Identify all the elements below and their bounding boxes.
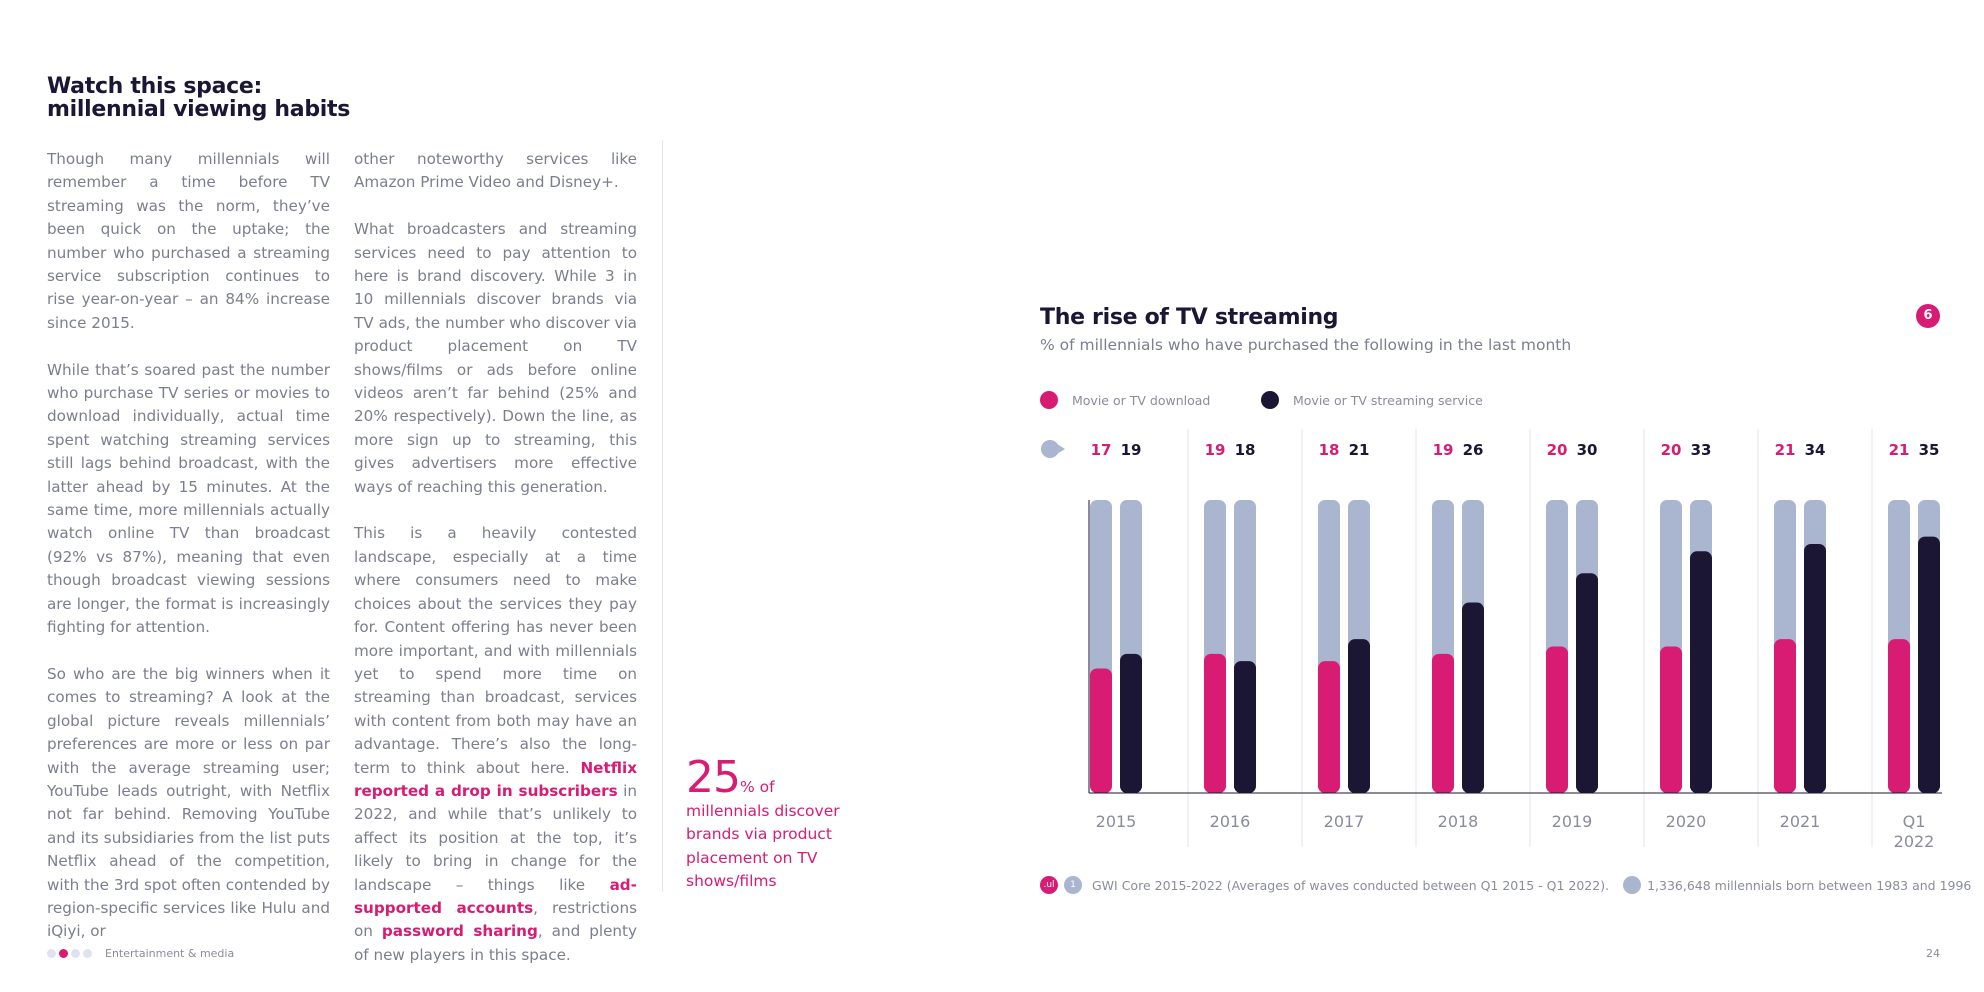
- legend-label: Movie or TV streaming service: [1293, 392, 1483, 408]
- paragraph: What broadcasters and streaming services…: [354, 220, 637, 496]
- value-label: 30: [1577, 441, 1598, 459]
- bar-download: [1318, 661, 1340, 793]
- paragraph: Though many millennials will remember a …: [47, 150, 330, 332]
- value-label: 17: [1091, 441, 1112, 459]
- header-arrow-icon: [1041, 440, 1059, 458]
- bar-download: [1774, 639, 1796, 793]
- value-label: 21: [1349, 441, 1370, 459]
- x-tick-label: 2019: [1552, 812, 1593, 831]
- paragraph-text: , and plenty of new players in this spac…: [354, 922, 637, 964]
- stat-unit: % of: [740, 778, 775, 796]
- x-tick-label: 2018: [1438, 812, 1479, 831]
- value-label: 33: [1691, 441, 1712, 459]
- value-label: 19: [1205, 441, 1226, 459]
- value-label: 26: [1463, 441, 1484, 459]
- x-tick-label: 2020: [1666, 812, 1707, 831]
- bar-streaming: [1804, 543, 1826, 793]
- value-label: 20: [1661, 441, 1682, 459]
- heading-line-1: Watch this space:: [47, 74, 263, 99]
- header-arrow-icon: [1057, 444, 1065, 454]
- x-tick-label: 2021: [1780, 812, 1821, 831]
- paragraph: other noteworthy services like Amazon Pr…: [354, 150, 637, 192]
- bar-download: [1546, 646, 1568, 793]
- value-label: 21: [1775, 441, 1796, 459]
- people-icon: [1623, 876, 1642, 894]
- paragraph-text: , restrictions on: [354, 898, 637, 941]
- info-icon: 1: [1064, 876, 1082, 894]
- page-heading: Watch this space: millennial viewing hab…: [47, 75, 350, 121]
- paragraph: While that’s soared past the number who …: [47, 360, 330, 637]
- x-tick-label: 2015: [1096, 812, 1137, 831]
- bar-download: [1888, 639, 1910, 793]
- legend-label: Movie or TV download: [1072, 392, 1211, 408]
- footer: Entertainment & media: [47, 947, 234, 960]
- bar-download: [1432, 653, 1454, 793]
- ad-supported-accounts-link[interactable]: ad-supported accounts: [354, 875, 637, 917]
- paragraph: This is a heavily contested landscape, e…: [354, 522, 637, 967]
- chart-subtitle: % of millennials who have purchased the …: [1040, 336, 1572, 354]
- bar-streaming: [1576, 573, 1598, 793]
- paragraph-text: in 2022, and while that’s unlikely to af…: [354, 781, 637, 894]
- bar-streaming: [1462, 602, 1484, 793]
- page-dot[interactable]: [83, 949, 92, 958]
- column-divider: [662, 140, 663, 892]
- source-text: GWI Core 2015-2022 (Averages of waves co…: [1092, 877, 1610, 893]
- legend-dot-pink-icon: [1040, 391, 1058, 409]
- footer-section: Entertainment & media: [105, 947, 235, 960]
- bar-download: [1090, 668, 1112, 793]
- chart-number-badge: 6: [1916, 304, 1940, 328]
- x-tick-label: 2022: [1894, 832, 1935, 851]
- password-sharing-link[interactable]: password sharing: [381, 922, 538, 941]
- value-label: 19: [1121, 441, 1142, 459]
- value-label: 35: [1919, 441, 1940, 459]
- bar-streaming: [1120, 653, 1142, 793]
- paragraph-text: This is a heavily contested landscape, e…: [354, 524, 637, 777]
- chart-source: .ul 1 GWI Core 2015-2022 (Averages of wa…: [1040, 875, 1971, 895]
- article-column-1: Though many millennials will remember a …: [47, 148, 330, 967]
- paragraph: So who are the big winners when it comes…: [47, 664, 330, 941]
- bar-streaming: [1918, 536, 1940, 793]
- value-label: 34: [1805, 441, 1826, 459]
- stat-number: 25: [686, 752, 741, 803]
- legend-item-download: Movie or TV download: [1040, 390, 1210, 410]
- value-label: 20: [1547, 441, 1568, 459]
- page-number: 24: [1926, 947, 1940, 960]
- page-dot-active[interactable]: [59, 949, 68, 958]
- article-column-2: other noteworthy services like Amazon Pr…: [354, 148, 637, 991]
- bar-streaming: [1234, 661, 1256, 793]
- legend-dot-navy-icon: [1261, 391, 1279, 409]
- legend-item-streaming: Movie or TV streaming service: [1261, 390, 1483, 410]
- bar-download: [1204, 653, 1226, 793]
- bar-chart: 17 19 2015 19 18 2016 18 21 2017 19 26 2018 20 30 2019…: [1041, 429, 1942, 851]
- x-tick-label: 2016: [1210, 812, 1251, 831]
- chart-title: The rise of TV streaming: [1040, 305, 1339, 330]
- value-label: 19: [1433, 441, 1454, 459]
- bar-download: [1660, 646, 1682, 793]
- heading-line-2: millennial viewing habits: [47, 97, 351, 122]
- page-dot[interactable]: [47, 949, 56, 958]
- netflix-subscribers-link[interactable]: Netflix reported a drop in subscribers: [354, 758, 637, 800]
- value-label: 18: [1319, 441, 1340, 459]
- sample-text: 1,336,648 millennials born between 1983 …: [1647, 877, 1972, 893]
- x-tick-label: Q1: [1903, 812, 1926, 831]
- stat-text: millennials discover brands via product …: [686, 802, 840, 891]
- chart-icon: .ul: [1040, 876, 1058, 894]
- page-dot[interactable]: [71, 949, 80, 958]
- value-label: 21: [1889, 441, 1910, 459]
- value-label: 18: [1235, 441, 1256, 459]
- bar-streaming: [1348, 639, 1370, 793]
- stat-callout: 25% of millennials discover brands via p…: [686, 756, 846, 894]
- bar-streaming: [1690, 551, 1712, 793]
- x-tick-label: 2017: [1324, 812, 1365, 831]
